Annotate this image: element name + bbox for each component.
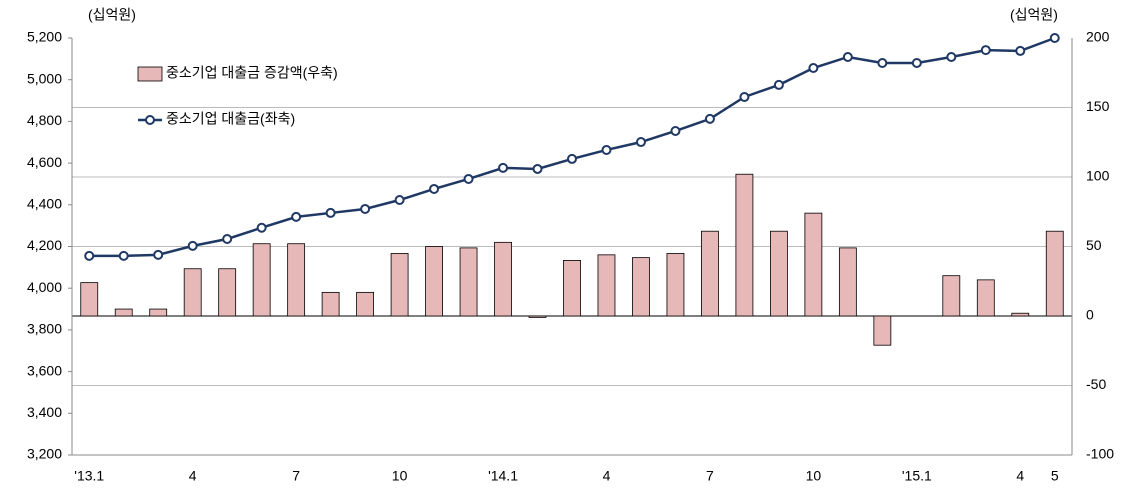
line-point [394, 195, 405, 206]
legend-swatch [137, 66, 163, 82]
bar [356, 291, 375, 317]
y-tick-label: 4,600 [27, 154, 62, 170]
y-tick-label: 4,200 [27, 237, 62, 253]
line-point [980, 45, 991, 56]
bar [459, 247, 478, 317]
bar [425, 246, 443, 317]
line-point [911, 58, 922, 69]
bar [287, 243, 306, 317]
line-point [291, 211, 302, 222]
line-point [773, 79, 784, 90]
bar [735, 173, 754, 317]
x-tick-label: '13.1 [74, 468, 104, 484]
bar [701, 230, 719, 317]
bar [494, 241, 512, 317]
line-point [739, 92, 750, 103]
bar [80, 282, 99, 317]
legend-label: 중소기업 대출금(좌축) [166, 111, 295, 127]
x-tick-label: 4 [603, 468, 611, 484]
y2-unit: (십억원) [1010, 7, 1058, 23]
y-tick-label: 4,800 [27, 112, 62, 128]
x-tick-label: 4 [1016, 468, 1024, 484]
x-tick-label: '14.1 [488, 468, 518, 484]
bar [114, 308, 133, 317]
y-unit: (십억원) [88, 7, 136, 23]
bar [597, 254, 616, 317]
x-tick-label: 10 [392, 468, 408, 484]
bar [321, 291, 340, 317]
bar [183, 268, 202, 317]
line-point [670, 125, 681, 136]
y-tick-label: 4,400 [27, 196, 62, 212]
line-point [601, 144, 612, 155]
x-tick-label: 7 [292, 468, 300, 484]
line-point [256, 222, 267, 233]
line-point [946, 51, 957, 62]
y2-tick-label: 150 [1086, 98, 1110, 114]
line-point [567, 153, 577, 164]
line-point [84, 250, 95, 261]
bar [632, 257, 650, 317]
line-point [325, 207, 336, 218]
legend-label: 중소기업 대출금 증감액(우축) [166, 65, 338, 81]
bar [149, 308, 168, 317]
y-tick-label: 5,000 [27, 70, 62, 86]
x-tick-label: 4 [189, 468, 197, 484]
bar [390, 253, 409, 317]
bar [666, 253, 685, 317]
line-point [842, 51, 853, 62]
bar [218, 268, 237, 317]
bar [1011, 312, 1030, 317]
bar [563, 259, 581, 317]
line-point [704, 113, 715, 124]
line-point [360, 203, 371, 214]
y2-tick-label: 50 [1086, 237, 1102, 253]
line-point [222, 233, 233, 244]
y-tick-label: 3,200 [27, 446, 62, 462]
y2-tick-label: -50 [1086, 376, 1106, 392]
line-point [1015, 45, 1026, 56]
bar [838, 247, 857, 317]
line-point [463, 173, 474, 184]
y2-tick-label: 0 [1086, 307, 1094, 323]
line-point [187, 240, 198, 251]
bar [528, 315, 547, 318]
x-tick-label: 5 [1051, 468, 1059, 484]
y2-tick-label: -100 [1086, 446, 1114, 462]
bar [804, 212, 823, 317]
x-tick-label: 10 [806, 468, 822, 484]
legend-swatch [145, 115, 155, 125]
bar [976, 279, 995, 317]
line-point [877, 58, 888, 69]
bar [252, 243, 271, 317]
line-point [118, 250, 129, 261]
bar [942, 275, 961, 317]
y-tick-label: 3,400 [27, 404, 62, 420]
line-point [153, 249, 164, 260]
y-tick-label: 5,200 [27, 29, 62, 45]
line-point [498, 162, 509, 173]
bar [1045, 230, 1064, 317]
x-tick-label: 7 [706, 468, 714, 484]
x-tick-label: '15.1 [902, 468, 932, 484]
y-tick-label: 4,000 [27, 279, 62, 295]
line-point [1049, 33, 1060, 43]
line-point [635, 137, 646, 148]
bar [769, 230, 788, 317]
y-tick-label: 3,600 [27, 362, 62, 378]
line-point [429, 183, 440, 194]
y2-tick-label: 100 [1086, 168, 1110, 184]
y2-tick-label: 200 [1086, 29, 1110, 45]
bar [873, 315, 892, 346]
line-point [532, 163, 543, 174]
y-tick-label: 3,800 [27, 321, 62, 337]
line-point [808, 63, 819, 74]
